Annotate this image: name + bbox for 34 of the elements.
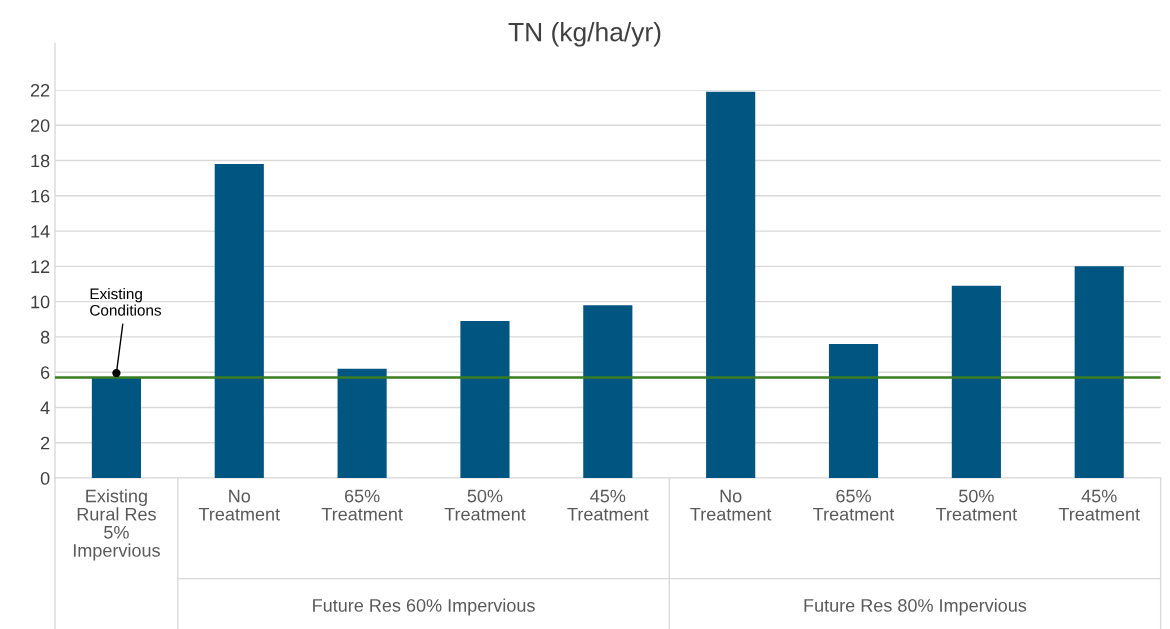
annotation: Existing Conditions <box>90 288 162 316</box>
y-tick-label: 22 <box>30 83 50 97</box>
bar <box>91 377 141 479</box>
bar <box>337 368 387 479</box>
y-tick-label: 20 <box>30 119 50 132</box>
y-tick-label: 6 <box>41 366 50 379</box>
y-tick-label: 8 <box>40 330 50 344</box>
x-tick-label: 45% Treatment <box>1058 489 1140 521</box>
bar <box>583 305 633 479</box>
x-tick-label: 50% Treatment <box>444 489 526 521</box>
x-tick-label: No Treatment <box>690 489 772 521</box>
bar <box>1074 266 1124 479</box>
y-tick-label: 14 <box>31 225 50 238</box>
bar <box>706 91 756 479</box>
y-tick-label: 16 <box>31 189 50 203</box>
x-tick-label: No Treatment <box>198 489 280 521</box>
x-tick-label: 45% Treatment <box>567 489 649 521</box>
bar <box>828 343 879 479</box>
y-tick-label: 10 <box>31 295 50 309</box>
y-tick-label: 12 <box>31 260 50 273</box>
bar <box>460 321 510 479</box>
y-tick-label: 0 <box>40 471 50 485</box>
y-tick-label: 18 <box>31 154 50 168</box>
bar <box>214 164 264 479</box>
y-tick-label: 4 <box>40 401 50 415</box>
x-tick-label: 65% Treatment <box>321 489 403 521</box>
text: Future Res 80% Impervious <box>804 598 1027 616</box>
x-tick-label: 65% Treatment <box>813 489 895 521</box>
chart-title: TN (kg/ha/yr) <box>508 22 661 47</box>
text: Future Res 60% Impervious <box>313 598 535 616</box>
x-tick-label: 50% Treatment <box>935 489 1018 521</box>
x-tick-label: Existing Rural Res 5% Impervious <box>73 489 160 561</box>
bar <box>951 285 1001 479</box>
y-tick-label: 2 <box>41 436 50 450</box>
